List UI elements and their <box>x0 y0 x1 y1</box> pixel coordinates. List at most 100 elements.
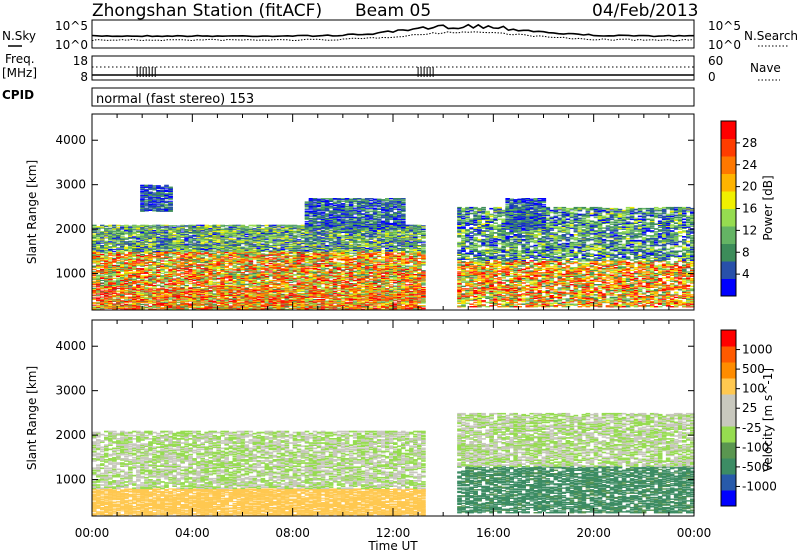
echo-cell <box>220 273 225 274</box>
echo-cell <box>329 276 334 277</box>
echo-cell <box>168 269 173 270</box>
echo-cell <box>337 290 342 291</box>
echo-cell <box>220 290 225 291</box>
echo-cell <box>293 286 298 287</box>
echo-cell <box>196 285 201 286</box>
echo-cell <box>301 258 306 259</box>
echo-cell <box>164 263 169 264</box>
echo-cell <box>92 272 97 273</box>
echo-cell <box>168 278 173 279</box>
echo-cell <box>128 297 133 298</box>
echo-cell <box>333 289 338 290</box>
cpid-value: normal (fast stereo) 153 <box>96 92 254 107</box>
echo-cell <box>216 298 221 299</box>
echo-cell <box>148 299 153 300</box>
echo-cell <box>208 258 213 259</box>
echo-cell <box>112 285 117 286</box>
echo-cell <box>144 277 149 278</box>
echo-cell <box>321 299 326 300</box>
echo-cell <box>401 306 406 307</box>
echo-cell <box>257 271 262 272</box>
echo-cell <box>337 303 342 304</box>
echo-cell <box>212 282 217 283</box>
echo-cell <box>200 277 205 278</box>
echo-cell <box>108 291 113 292</box>
echo-cell <box>196 255 201 256</box>
echo-cell <box>309 282 314 283</box>
echo-cell <box>212 258 217 259</box>
echo-cell <box>281 268 286 269</box>
echo-cell <box>108 287 113 288</box>
echo-cell <box>329 275 334 276</box>
echo-cell <box>208 290 213 291</box>
echo-cell <box>361 300 366 301</box>
echo-cell <box>188 281 193 282</box>
noise-right-tick-bottom: 10^0 <box>708 38 741 52</box>
echo-cell <box>176 277 181 278</box>
echo-cell <box>289 289 294 290</box>
echo-cell <box>224 273 229 274</box>
echo-cell <box>301 259 306 260</box>
echo-cell <box>237 284 242 285</box>
echo-cell <box>208 284 213 285</box>
echo-cell <box>417 289 422 290</box>
echo-cell <box>148 261 153 262</box>
echo-cell <box>192 259 197 260</box>
echo-cell <box>140 277 145 278</box>
echo-cell <box>293 284 298 285</box>
echo-cell <box>136 300 141 301</box>
echo-cell <box>144 271 149 272</box>
echo-cell <box>176 252 181 253</box>
echo-cell <box>160 304 165 305</box>
date-label: 04/Feb/2013 <box>592 1 698 21</box>
echo-cell <box>229 285 234 286</box>
echo-cell <box>128 253 133 254</box>
echo-cell <box>233 269 238 270</box>
echo-cell <box>108 280 113 281</box>
echo-cell <box>241 272 246 273</box>
echo-cell <box>92 269 97 270</box>
echo-cell <box>249 258 254 259</box>
echo-cell <box>329 269 334 270</box>
echo-cell <box>269 265 274 266</box>
echo-cell <box>261 262 266 263</box>
echo-cell <box>269 259 274 260</box>
echo-cell <box>156 290 161 291</box>
echo-cell <box>104 259 109 260</box>
echo-cell <box>237 289 242 290</box>
echo-cell <box>184 268 189 269</box>
echo-cell <box>293 298 298 299</box>
echo-cell <box>216 268 221 269</box>
cpid-label: CPID <box>2 88 34 102</box>
echo-cell <box>245 274 250 275</box>
echo-cell <box>116 263 121 264</box>
echo-cell <box>132 286 137 287</box>
echo-cell <box>108 255 113 256</box>
echo-cell <box>337 282 342 283</box>
echo-cell <box>237 281 242 282</box>
echo-cell <box>305 271 310 272</box>
echo-cell <box>212 254 217 255</box>
echo-cell <box>208 266 213 267</box>
echo-cell <box>224 258 229 259</box>
echo-cell <box>176 273 181 274</box>
echo-cell <box>329 265 334 266</box>
echo-cell <box>180 270 185 271</box>
echo-cell <box>120 295 125 296</box>
echo-cell <box>233 286 238 287</box>
echo-cell <box>220 284 225 285</box>
echo-cell <box>317 252 322 253</box>
echo-cell <box>413 292 418 293</box>
echo-cell <box>100 308 105 309</box>
echo-cell <box>229 302 234 303</box>
echo-cell <box>397 294 402 295</box>
echo-cell <box>237 266 242 267</box>
echo-cell <box>168 289 173 290</box>
echo-cell <box>184 285 189 286</box>
nave-right-tick-top: 60 <box>708 54 723 68</box>
echo-cell <box>156 301 161 302</box>
echo-cell <box>132 260 137 261</box>
echo-cell <box>269 273 274 274</box>
station-title: Zhongshan Station (fitACF) <box>92 1 322 21</box>
echo-cell <box>245 264 250 265</box>
